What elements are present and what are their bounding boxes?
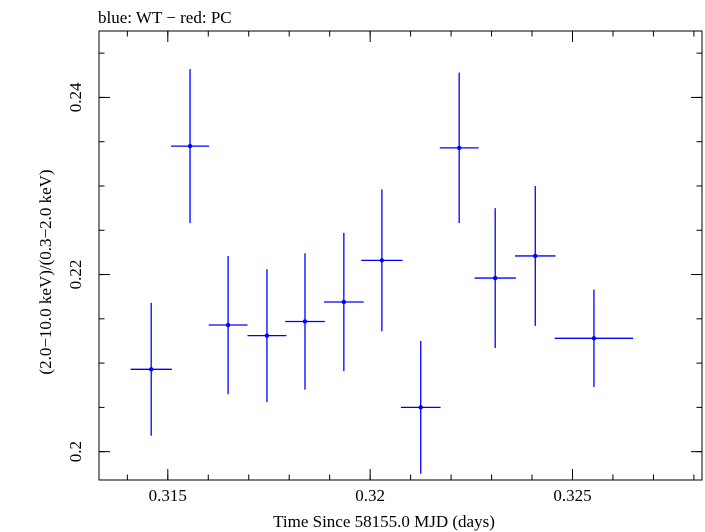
data-point	[439, 72, 479, 224]
data-point	[515, 185, 556, 326]
data-point	[247, 269, 287, 403]
point-marker	[379, 258, 385, 263]
axis-tick-labels: 0.315 0.32 0.325 0.2 0.22 0.24	[66, 82, 592, 505]
y-axis-label: (2.0−10.0 keV)/(0.3−2.0 keV)	[36, 169, 55, 374]
point-marker	[341, 299, 347, 305]
data-point	[208, 255, 248, 395]
x-tick-label: 0.32	[355, 486, 385, 505]
data-point	[400, 340, 441, 474]
x-tick-label: 0.315	[149, 486, 187, 505]
x-axis-label: Time Since 58155.0 MJD (days)	[273, 512, 495, 531]
chart-title: blue: WT − red: PC	[98, 8, 232, 27]
data-point	[171, 69, 210, 224]
y-tick-label: 0.2	[66, 441, 85, 462]
point-marker	[418, 405, 423, 410]
data-point	[474, 208, 516, 349]
point-marker	[149, 367, 154, 372]
plot-frame	[98, 30, 703, 481]
data-points	[130, 69, 634, 474]
point-marker	[302, 319, 308, 324]
data-point	[130, 302, 172, 436]
data-point	[285, 253, 325, 390]
y-tick-label: 0.22	[66, 260, 85, 290]
data-point	[554, 289, 634, 388]
point-marker	[456, 145, 462, 151]
y-tick-label: 0.24	[66, 82, 85, 112]
point-marker	[225, 322, 231, 328]
data-point	[361, 189, 403, 332]
axis-ticks	[99, 31, 702, 480]
point-marker	[533, 253, 538, 259]
point-marker	[591, 336, 597, 341]
x-tick-label: 0.325	[553, 486, 591, 505]
point-marker	[264, 333, 270, 338]
point-marker	[187, 143, 193, 149]
point-marker	[492, 275, 498, 281]
data-point	[324, 232, 364, 372]
